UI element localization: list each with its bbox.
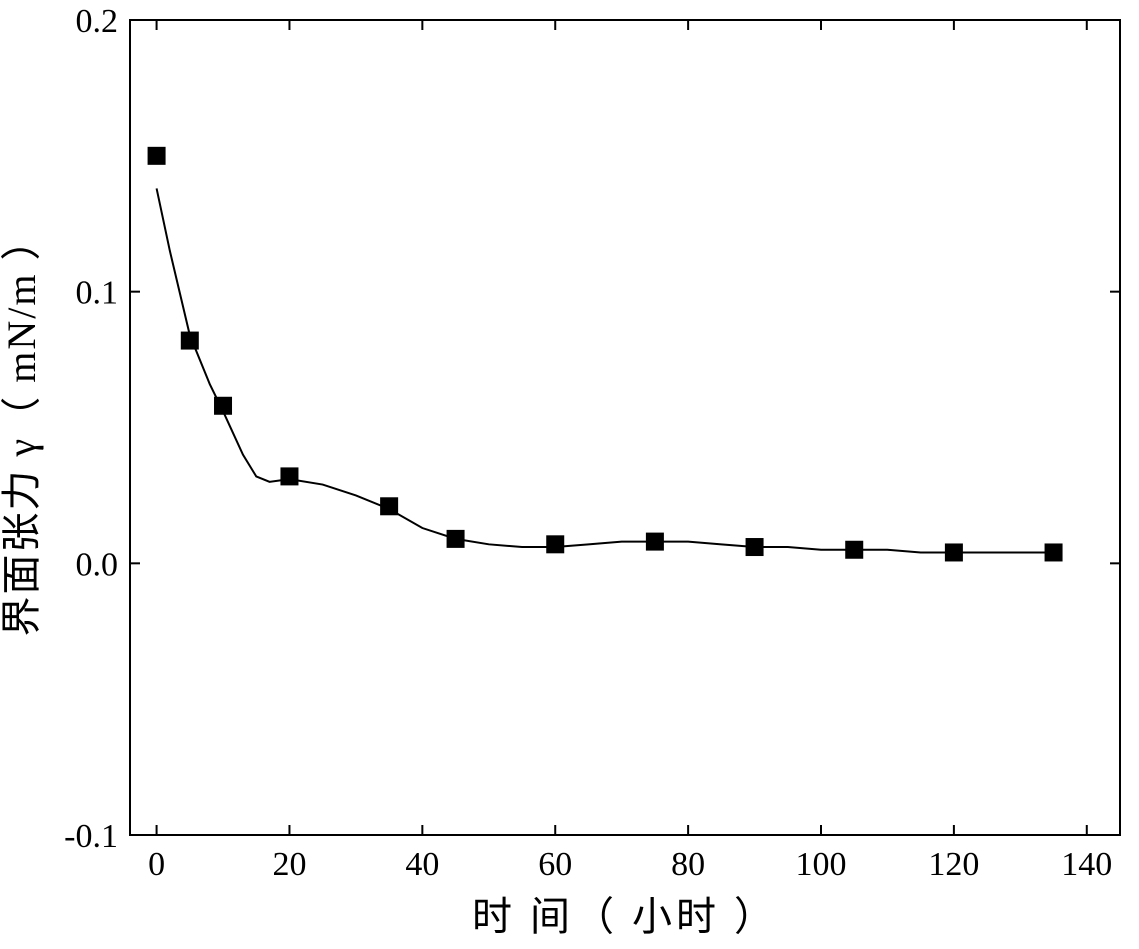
y-tick-label: 0.1: [76, 275, 119, 312]
x-tick-label: 140: [1061, 846, 1112, 883]
data-marker: [447, 530, 465, 548]
data-marker: [945, 543, 963, 561]
data-marker: [1045, 543, 1063, 561]
x-tick-label: 80: [671, 846, 705, 883]
y-axis-label: 界面张力 γ（ mN/m ）: [0, 219, 44, 637]
x-tick-label: 0: [148, 846, 165, 883]
chart-container: 0 20 40 60 80 100 120 140 -0.1 0.0 0.1 0.2 时 间（ 小时 ）…: [0, 0, 1139, 949]
y-tick-label: 0.2: [76, 3, 119, 40]
x-tick-label: 60: [538, 846, 572, 883]
x-tick-label: 40: [405, 846, 439, 883]
y-tick-label: 0.0: [76, 546, 119, 583]
data-marker: [845, 541, 863, 559]
data-marker: [746, 538, 764, 556]
y-tick-label: -0.1: [64, 818, 118, 855]
data-marker: [181, 332, 199, 350]
data-marker: [646, 533, 664, 551]
x-tick-label: 20: [272, 846, 306, 883]
data-marker: [380, 497, 398, 515]
chart-svg: 0 20 40 60 80 100 120 140 -0.1 0.0 0.1 0.2 时 间（ 小时 ）…: [0, 0, 1139, 949]
data-marker: [214, 397, 232, 415]
data-marker: [148, 147, 166, 165]
data-marker: [546, 535, 564, 553]
x-tick-label: 120: [928, 846, 979, 883]
plot-frame: [130, 20, 1120, 835]
x-axis-label: 时 间（ 小时 ）: [472, 894, 778, 939]
data-marker: [280, 467, 298, 485]
data-line: [157, 188, 1054, 552]
x-tick-label: 100: [796, 846, 847, 883]
